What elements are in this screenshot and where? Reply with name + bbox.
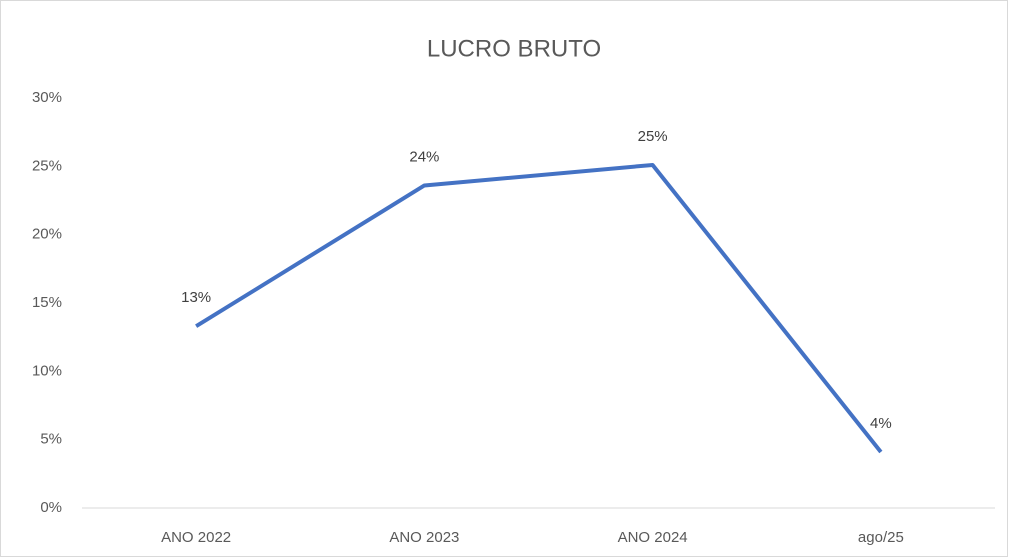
x-tick-label: ANO 2024 — [618, 529, 688, 546]
data-label: 13% — [181, 289, 211, 306]
y-tick-label: 5% — [40, 431, 62, 448]
data-label: 25% — [638, 128, 668, 145]
y-tick-label: 25% — [32, 157, 62, 174]
x-tick-label: ago/25 — [858, 529, 904, 546]
x-tick-label: ANO 2022 — [161, 529, 231, 546]
line-series — [195, 162, 883, 454]
y-tick-label: 20% — [32, 226, 62, 243]
data-label: 24% — [409, 148, 439, 165]
chart-title: LUCRO BRUTO — [427, 35, 601, 62]
y-tick-label: 10% — [32, 362, 62, 379]
y-tick-label: 0% — [40, 499, 62, 516]
y-tick-label: 30% — [32, 89, 62, 106]
data-label: 4% — [870, 415, 892, 432]
y-tick-label: 15% — [32, 294, 62, 311]
x-tick-label: ANO 2023 — [389, 529, 459, 546]
